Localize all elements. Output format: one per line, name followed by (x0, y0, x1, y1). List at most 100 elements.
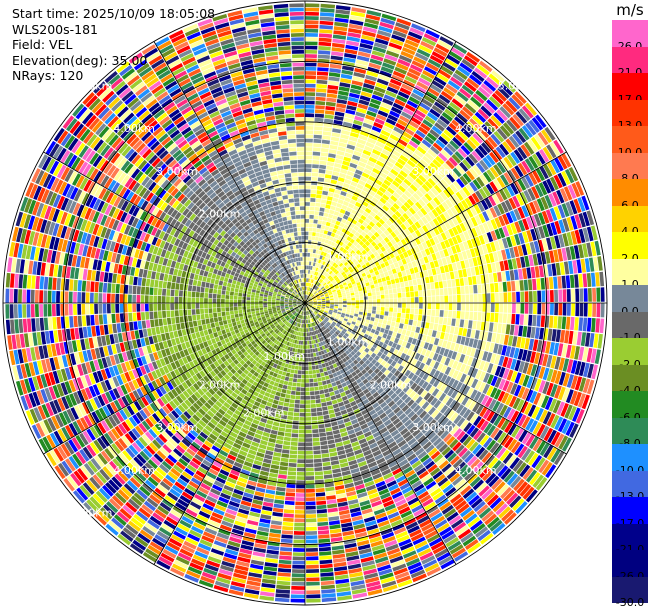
velocity-bin (312, 160, 320, 165)
velocity-bin (377, 423, 386, 431)
velocity-bin (486, 494, 499, 506)
velocity-bin (220, 492, 231, 500)
velocity-bin (317, 530, 330, 535)
velocity-bin (357, 103, 368, 110)
velocity-bin (250, 507, 261, 514)
velocity-bin (279, 366, 285, 371)
velocity-bin (508, 97, 521, 110)
velocity-bin (313, 299, 317, 302)
velocity-bin (475, 162, 486, 173)
velocity-bin (424, 213, 432, 222)
velocity-bin (283, 349, 287, 354)
velocity-bin (507, 335, 514, 346)
velocity-bin (361, 237, 368, 243)
velocity-bin (536, 198, 545, 212)
velocity-bin (490, 312, 495, 322)
velocity-bin (586, 242, 593, 257)
velocity-bin (401, 313, 406, 319)
velocity-bin (320, 317, 324, 321)
velocity-bin (420, 40, 435, 51)
velocity-bin (531, 117, 544, 131)
velocity-bin (451, 379, 459, 389)
velocity-bin (499, 334, 505, 345)
velocity-bin (346, 258, 352, 264)
velocity-bin (309, 314, 312, 319)
velocity-bin (375, 287, 380, 292)
velocity-bin (578, 228, 586, 243)
velocity-bin (367, 106, 379, 114)
velocity-bin (413, 508, 426, 517)
velocity-bin (475, 190, 484, 201)
velocity-bin (347, 300, 351, 303)
velocity-bin (396, 317, 401, 323)
velocity-bin (474, 349, 480, 359)
velocity-bin (292, 321, 296, 326)
velocity-bin (358, 419, 367, 426)
velocity-bin (351, 441, 360, 447)
velocity-bin (319, 310, 324, 314)
velocity-bin (289, 454, 297, 459)
velocity-bin (443, 146, 454, 156)
velocity-bin (387, 547, 401, 556)
velocity-bin (413, 212, 421, 221)
velocity-bin (554, 370, 562, 385)
velocity-bin (308, 287, 311, 292)
velocity-bin (352, 273, 358, 278)
velocity-bin (301, 379, 305, 383)
velocity-bin (309, 382, 314, 387)
velocity-bin (305, 125, 314, 130)
velocity-bin (332, 34, 347, 40)
velocity-bin (324, 278, 329, 282)
velocity-bin (534, 266, 540, 278)
velocity-bin (305, 189, 311, 194)
velocity-bin (360, 556, 374, 563)
velocity-bin (462, 345, 468, 355)
velocity-bin (444, 303, 449, 310)
velocity-bin (291, 352, 295, 357)
velocity-bin (324, 174, 332, 179)
velocity-bin (518, 373, 526, 386)
velocity-bin (332, 403, 339, 409)
velocity-bin (397, 118, 408, 127)
velocity-bin (413, 56, 427, 66)
velocity-bin (437, 363, 444, 372)
velocity-bin (307, 353, 311, 358)
velocity-bin (310, 327, 313, 332)
velocity-bin (404, 190, 412, 198)
velocity-bin (368, 277, 373, 282)
velocity-bin (343, 443, 352, 450)
velocity-bin (293, 374, 298, 379)
velocity-bin (320, 152, 329, 157)
velocity-bin (223, 552, 238, 560)
velocity-bin (431, 344, 438, 353)
velocity-bin (282, 344, 287, 349)
velocity-bin (345, 44, 359, 51)
velocity-bin (282, 339, 286, 344)
velocity-bin (497, 344, 503, 355)
velocity-bin (475, 404, 484, 415)
velocity-bin (499, 449, 510, 462)
velocity-bin (480, 199, 489, 211)
velocity-bin (311, 283, 314, 288)
velocity-bin (259, 470, 269, 477)
velocity-bin (339, 378, 345, 384)
velocity-bin (336, 289, 341, 293)
velocity-bin (319, 20, 334, 26)
velocity-bin (326, 217, 332, 223)
velocity-bin (597, 333, 603, 349)
velocity-bin (310, 248, 314, 253)
velocity-bin (393, 293, 398, 298)
velocity-bin (306, 265, 309, 270)
velocity-bin (416, 467, 427, 476)
velocity-bin (321, 298, 326, 301)
velocity-bin (358, 365, 364, 372)
velocity-bin (347, 247, 353, 253)
velocity-bin (339, 208, 346, 214)
velocity-bin (534, 327, 540, 339)
velocity-bin (556, 401, 565, 416)
velocity-bin (490, 133, 501, 146)
velocity-bin (385, 303, 389, 307)
velocity-bin (409, 331, 415, 338)
velocity-bin (243, 461, 253, 468)
velocity-bin (359, 157, 368, 164)
